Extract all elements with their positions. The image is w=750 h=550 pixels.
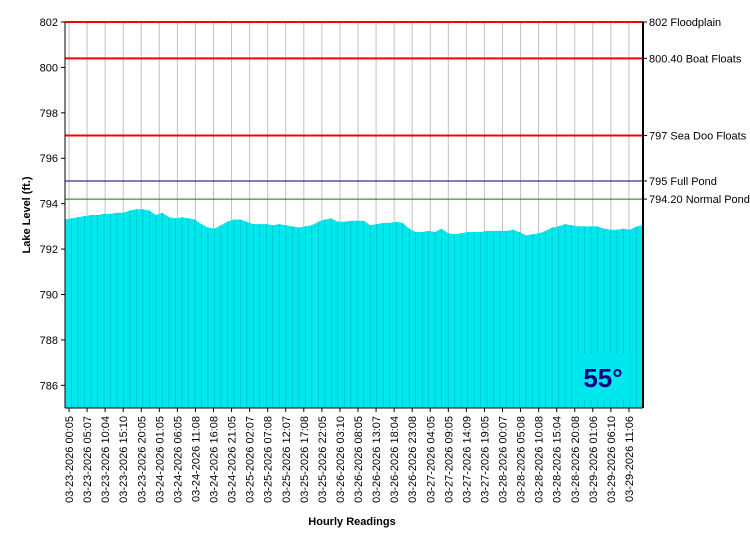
y-tick-label: 794 [40, 199, 58, 211]
x-tick-label: 03-26-2026 18:04 [389, 416, 401, 503]
x-tick-label: 03-25-2026 12:07 [281, 416, 293, 503]
x-tick-label: 03-27-2026 04:05 [425, 416, 437, 503]
x-tick-label: 03-26-2026 03:10 [335, 416, 347, 503]
x-tick-label: 03-28-2026 20:08 [570, 416, 582, 503]
reference-label: 795 Full Pond [649, 176, 717, 188]
reference-label: 802 Floodplain [649, 17, 721, 29]
x-tick-label: 03-25-2026 22:05 [317, 416, 329, 503]
x-tick-label: 03-26-2026 08:05 [353, 416, 365, 503]
x-tick-label: 03-28-2026 10:08 [534, 416, 546, 503]
x-tick-label: 03-24-2026 11:08 [190, 416, 202, 502]
x-tick-label: 03-28-2026 05:08 [516, 416, 528, 503]
y-axis-ticks: 786 788 790 792 794 796 798 800 802 [40, 17, 65, 392]
x-tick-label: 03-25-2026 02:07 [245, 416, 257, 503]
x-tick-label: 03-23-2026 15:10 [118, 416, 130, 503]
x-tick-label: 03-25-2026 07:08 [263, 416, 275, 503]
temperature-value: 55° [583, 363, 622, 393]
x-tick-label: 03-27-2026 09:05 [443, 416, 455, 503]
x-tick-label: 03-29-2026 11:06 [624, 416, 636, 502]
reference-label: 794.20 Normal Pond [649, 194, 750, 206]
x-axis-ticks: 03-23-2026 00:05 03-23-2026 05:07 03-23-20… [64, 408, 636, 503]
reference-lines [65, 21, 643, 200]
y-tick-label: 796 [40, 153, 58, 165]
y-tick-label: 786 [40, 380, 58, 392]
x-tick-label: 03-26-2026 23:08 [407, 416, 419, 503]
x-tick-label: 03-24-2026 01:05 [154, 416, 166, 503]
x-tick-label: 03-27-2026 14:09 [461, 416, 473, 503]
x-tick-label: 03-24-2026 06:05 [172, 416, 184, 503]
x-tick-label: 03-23-2026 05:07 [82, 416, 94, 503]
x-tick-label: 03-23-2026 00:05 [64, 416, 76, 503]
temperature-badge-background [576, 354, 630, 400]
reference-label: 800.40 Boat Floats [649, 53, 742, 65]
x-axis-title: Hourly Readings [308, 516, 395, 528]
x-tick-label: 03-24-2026 16:08 [209, 416, 221, 503]
x-tick-label: 03-28-2026 15:04 [552, 416, 564, 503]
x-tick-label: 03-23-2026 20:05 [136, 416, 148, 503]
reference-labels: 802 Floodplain 800.40 Boat Floats 797 Sea … [643, 17, 750, 206]
reference-label: 797 Sea Doo Floats [649, 131, 747, 143]
y-tick-label: 790 [40, 289, 58, 301]
y-tick-label: 802 [40, 17, 58, 29]
x-tick-label: 03-25-2026 17:08 [299, 416, 311, 503]
x-tick-label: 03-23-2026 10:04 [100, 416, 112, 503]
y-axis-title: Lake Level (ft.) [21, 176, 33, 253]
x-tick-label: 03-24-2026 21:05 [227, 416, 239, 503]
x-tick-label: 03-29-2026 06:10 [606, 416, 618, 503]
y-tick-label: 800 [40, 62, 58, 74]
y-tick-label: 792 [40, 244, 58, 256]
x-tick-label: 03-29-2026 01:06 [588, 416, 600, 503]
x-tick-label: 03-28-2026 00:07 [498, 416, 510, 503]
lake-level-area [65, 209, 643, 408]
temperature-badge: 55° [576, 354, 630, 400]
x-tick-label: 03-27-2026 19:05 [479, 416, 491, 503]
lake-level-bars [64, 209, 644, 408]
y-tick-label: 798 [40, 108, 58, 120]
x-tick-label: 03-26-2026 13:07 [371, 416, 383, 503]
y-tick-label: 788 [40, 335, 58, 347]
